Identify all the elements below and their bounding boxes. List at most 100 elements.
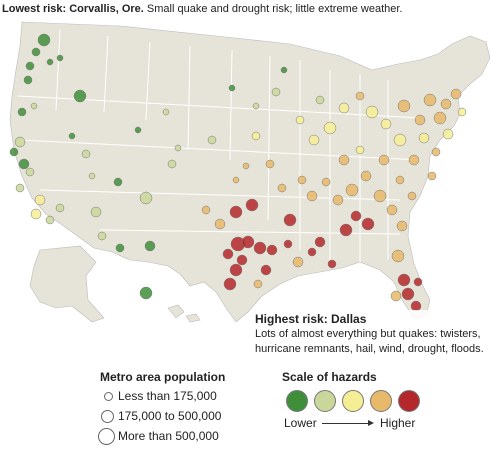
metro-dot (350, 210, 362, 222)
metro-dot (338, 154, 350, 166)
population-legend: Metro area population Less than 175,000 … (98, 370, 260, 448)
metro-dot (457, 107, 467, 117)
metro-dot (408, 154, 420, 166)
metro-dot (236, 254, 248, 266)
metro-dot (55, 203, 65, 213)
metro-dot (332, 194, 344, 206)
metro-dot (295, 115, 305, 125)
metro-dot (253, 241, 267, 255)
population-legend-medium: 175,000 to 500,000 (100, 408, 260, 428)
metro-dot (414, 114, 426, 126)
metro-dot (393, 133, 407, 147)
metro-dot (73, 89, 87, 103)
metro-dot (413, 277, 423, 287)
metro-dot (386, 204, 398, 216)
metro-dot (144, 240, 156, 252)
metro-dot (395, 175, 405, 185)
metro-area-dots (9, 33, 467, 312)
metro-dot (245, 198, 259, 212)
metro-dot (378, 154, 390, 166)
metro-dot (251, 131, 261, 141)
alaska-shape (29, 245, 105, 323)
highest-risk-text: Lots of almost everything but quakes: tw… (255, 328, 484, 355)
highest-risk-title: Highest risk: Dallas (255, 312, 367, 326)
metro-dot (418, 132, 430, 144)
metro-dot (345, 183, 359, 197)
metro-dot (360, 170, 372, 182)
arrow-right-icon (322, 420, 374, 426)
metro-dot (90, 206, 102, 218)
metro-dot (423, 93, 437, 107)
hazard-legend: Scale of hazards Lower Higher (282, 370, 442, 432)
metro-dot (174, 144, 182, 152)
lowest-risk-callout: Lowest risk: Corvallis, Ore. Small quake… (2, 3, 402, 15)
metro-dot (252, 102, 260, 110)
metro-dot (308, 134, 320, 146)
large-circle-icon (98, 428, 115, 445)
us-land (9, 21, 491, 323)
metro-dot (167, 159, 177, 169)
hazard-lower-label: Lower (284, 416, 317, 430)
metro-dot (207, 135, 217, 145)
metro-dot (37, 33, 51, 47)
medium-circle-icon (101, 410, 114, 423)
metro-dot (407, 191, 417, 201)
population-legend-small: Less than 175,000 (100, 388, 260, 408)
metro-dot (17, 107, 27, 117)
metro-dot (323, 121, 337, 135)
highest-risk-callout: Highest risk: Dallas Lots of almost ever… (253, 310, 500, 359)
metro-dot (25, 61, 35, 71)
metro-dot (232, 176, 240, 184)
hazard-higher-label: Higher (380, 416, 416, 430)
metro-dot (260, 264, 272, 276)
metro-dot (97, 231, 107, 241)
metro-dot (81, 149, 91, 159)
metro-dot (315, 95, 325, 105)
metro-dot (355, 91, 365, 101)
metro-dot (162, 108, 170, 116)
metro-dot (14, 136, 26, 148)
state-borders (17, 29, 421, 262)
metro-dot (31, 47, 41, 57)
metro-dot (391, 249, 405, 263)
metro-dot (34, 194, 46, 206)
metro-dot (30, 102, 38, 110)
metro-dot (314, 236, 326, 248)
metro-dot (229, 263, 243, 277)
metro-dot (361, 217, 375, 231)
hazard-swatch-3 (342, 390, 364, 412)
metro-dot (283, 213, 297, 227)
small-circle-icon (104, 392, 113, 401)
metro-dot (139, 286, 153, 300)
metro-dot (440, 98, 452, 110)
metro-dot (242, 162, 250, 170)
lowest-risk-text: Small quake and drought risk; little ext… (146, 3, 403, 15)
hazard-legend-title: Scale of hazards (282, 370, 377, 384)
metro-dot (280, 66, 288, 74)
metro-dot (214, 218, 226, 230)
metro-dot (265, 159, 275, 169)
hazard-color-scale (282, 388, 442, 416)
metro-dot (56, 54, 64, 62)
metro-dot (397, 273, 411, 287)
hawaii-shape (167, 304, 201, 323)
metro-dot (297, 175, 307, 185)
hazard-swatch-5 (398, 390, 420, 412)
metro-dot (365, 105, 379, 119)
metro-dot (283, 239, 293, 249)
metro-dot (222, 248, 234, 260)
metro-dot (134, 126, 142, 134)
metro-dot (277, 183, 287, 193)
metro-dot (373, 189, 387, 203)
metro-dot (401, 287, 415, 301)
contiguous-us-shape (9, 21, 491, 323)
metro-dot (396, 220, 408, 232)
metro-dot (339, 223, 353, 237)
metro-dot (253, 279, 263, 289)
metro-dot (18, 158, 30, 170)
metro-dot (45, 215, 55, 225)
metro-dot (266, 244, 278, 256)
metro-dot (229, 205, 243, 219)
metro-dot (68, 132, 76, 140)
